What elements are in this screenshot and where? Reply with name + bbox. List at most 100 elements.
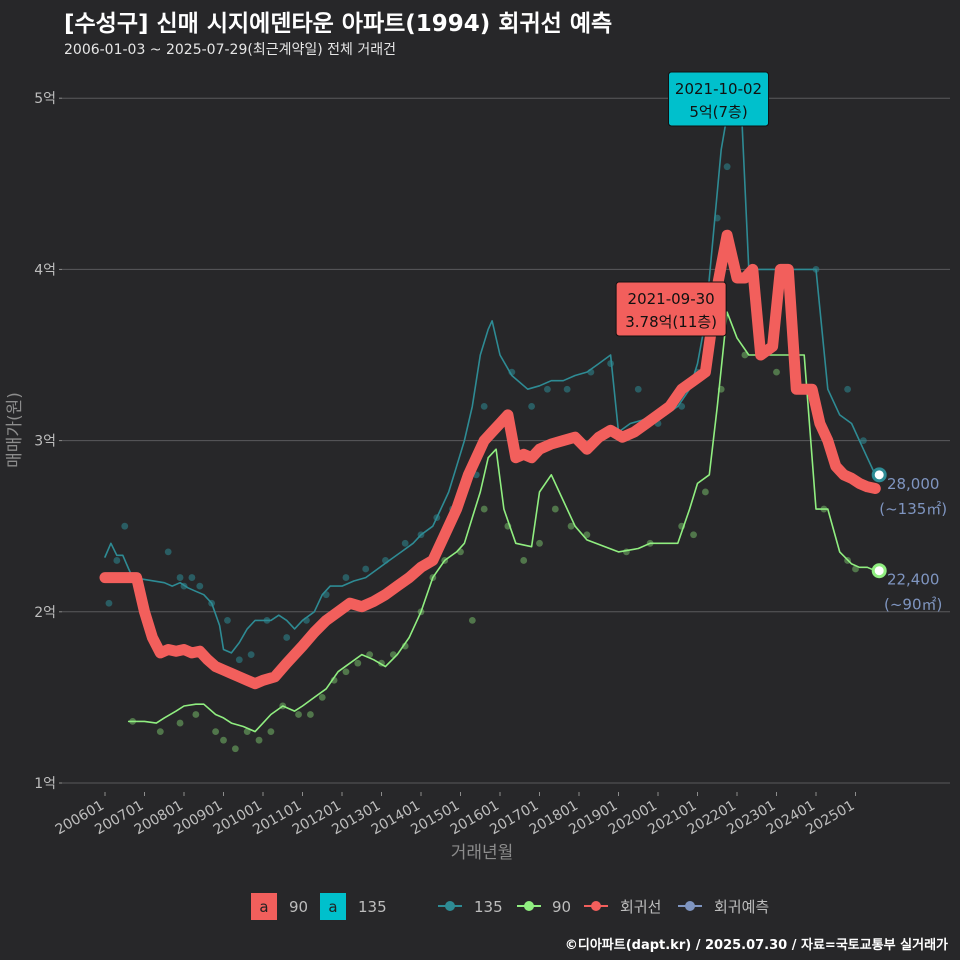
scatter-point-135 [401,539,409,547]
legend: a 90 a 135 135 90 회귀선 회귀예측 [251,893,769,920]
scatter-point-135 [188,574,196,581]
annotation-value: 5억(7층) [689,103,747,121]
legend-swatch-135 [320,893,346,920]
scatter-point-135 [283,634,291,641]
scatter-point-90 [243,728,251,736]
annotations: 2021-09-30 3.78억(11층) 2021-10-02 5억(7층) [615,71,770,337]
end-label-area: (~135㎡) [879,500,947,518]
scatter-point-135 [860,437,867,444]
legend-label-90: 90 [289,898,308,916]
scatter-point-90 [480,505,488,513]
scatter-point-135 [196,582,204,590]
legend-dot-135 [445,901,455,911]
end-marker-135 [871,467,887,483]
scatter-point-135 [342,574,350,581]
scatter-point-90 [342,668,350,676]
annotation-value: 3.78억(11층) [625,313,717,331]
y-axis-ticks: 1억 2억 3억 4억 5억 [34,91,62,792]
scatter-point-90 [354,659,362,667]
x-axis-ticks: 2006012007012008012009012010012011012012… [53,792,858,838]
scatter-point-135 [528,402,535,410]
scatter-point-135 [634,385,642,393]
scatter-point-135 [723,163,731,171]
scatter-point-135 [105,599,113,607]
legend-line-label-regression: 회귀선 [620,898,661,916]
scatter-point-90 [366,651,374,658]
legend-glyph-135: a [328,898,337,916]
scatter-point-90 [702,488,709,496]
scatter-point-90 [156,728,164,736]
scatter-point-90 [307,711,314,718]
chart-subtitle: 2006-01-03 ~ 2025-07-29(최근계약일) 전체 거래건 [64,42,396,58]
scatter-point-90 [231,745,239,753]
annotation-date: 2021-10-02 [675,80,762,98]
scatter-point-135 [164,548,172,556]
legend-label-135: 135 [358,898,387,916]
end-label-value: 22,400 [887,571,940,589]
scatter-point-90 [255,736,263,744]
series-line-90 [127,311,877,733]
scatter-point-90 [192,711,200,718]
scatter-point-135 [544,385,551,393]
scatter-point-135 [121,522,129,530]
scatter-point-135 [224,616,231,624]
y-tick-label: 3억 [34,434,56,450]
annotation-max-90: 2021-09-30 3.78억(11층) [615,281,727,337]
legend-line-label-135: 135 [474,898,503,916]
regression-line [99,229,881,690]
scatter-point-135 [235,656,243,664]
scatter-point-90 [583,531,591,539]
scatter-point-90 [267,728,275,736]
end-label-value: 28,000 [887,475,940,493]
y-axis-title: 매매가(원) [5,392,25,468]
scatter-point-135 [563,385,571,393]
series-line-135 [104,97,877,654]
scatter-point-90 [520,557,528,564]
scatter-point-90 [176,719,184,727]
scatter-point-90 [690,531,697,539]
legend-line-label-prediction: 회귀예측 [714,898,769,916]
y-tick-label: 4억 [34,262,56,278]
scatter-point-90 [852,565,859,573]
scatter-point-135 [678,402,686,410]
annotation-date: 2021-09-30 [628,290,715,308]
series-lines [99,97,881,733]
source-credit: ©디아파트(dapt.kr) / 2025.07.30 / 자료=국토교통부 실… [564,938,948,953]
scatter-point-135 [247,651,255,658]
y-tick-label: 2억 [34,605,56,621]
x-axis-title: 거래년월 [451,843,514,863]
legend-dot-prediction [685,901,695,911]
scatter-point-135 [362,565,370,573]
scatter-point-90 [468,616,476,624]
scatter-point-135 [176,574,184,581]
scatter-point-135 [480,402,488,410]
scatter-point-90 [551,505,559,513]
y-tick-label: 5억 [34,91,56,107]
end-labels: 28,000 (~135㎡) 22,400 (~90㎡) [871,467,947,614]
legend-glyph-90: a [259,898,268,916]
scatter-point-90 [536,539,543,547]
scatter-point-90 [212,728,220,736]
chart-title: [수성구] 신매 시지에덴타운 아파트(1994) 회귀선 예측 [64,11,613,37]
scatter-point-90 [295,711,302,718]
annotation-box [615,281,727,337]
scatter-point-135 [844,385,851,393]
scatter-point-90 [318,694,326,701]
scatter-point-90 [773,368,780,376]
annotation-max-135: 2021-10-02 5억(7층) [668,71,770,127]
legend-line-label-90: 90 [552,898,571,916]
scatter-point-90 [220,736,227,744]
annotation-box [668,71,770,127]
end-label-area: (~90㎡) [884,596,942,614]
scatter-point-135 [113,557,121,564]
end-marker-90 [871,563,887,579]
scatter-point-90 [741,351,749,359]
legend-dot-90 [524,901,534,911]
scatter-points [105,94,867,753]
grid-lines [62,97,950,784]
scatter-point-90 [567,522,575,530]
legend-swatch-90 [251,893,277,920]
legend-dot-regression [591,901,601,911]
y-tick-label: 1억 [34,776,56,792]
